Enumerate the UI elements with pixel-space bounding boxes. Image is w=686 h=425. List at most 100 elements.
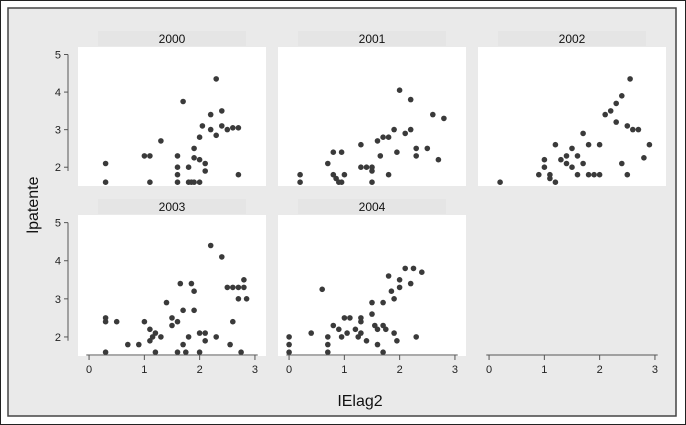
scatter-point <box>497 179 503 185</box>
scatter-point <box>352 326 359 333</box>
x-tick-label: 2 <box>197 364 203 376</box>
scatter-point <box>377 153 384 159</box>
scatter-point <box>580 130 586 137</box>
scatter-point <box>147 153 153 159</box>
scatter-point <box>336 326 342 333</box>
scatter-point <box>191 307 197 314</box>
scatter-point <box>196 330 203 336</box>
scatter-point <box>219 108 225 114</box>
scatter-point <box>619 93 625 99</box>
scatter-point <box>374 138 381 144</box>
scatter-point <box>396 87 403 93</box>
scatter-point <box>102 349 109 356</box>
scatter-point <box>174 318 181 325</box>
scatter-point <box>308 330 315 336</box>
facet-panel-2001: 2001 <box>278 31 466 186</box>
scatter-point <box>596 171 603 178</box>
scatter-point <box>286 334 292 340</box>
scatter-point <box>627 76 633 82</box>
scatter-point <box>585 171 592 178</box>
scatter-point <box>136 341 142 348</box>
scatter-point <box>358 318 364 325</box>
facet-strip-label: 2001 <box>359 32 386 46</box>
scatter-point <box>413 153 420 159</box>
scatter-point <box>147 326 153 333</box>
scatter-point <box>391 330 397 336</box>
scatter-point <box>407 96 414 103</box>
scatter-point <box>207 126 214 133</box>
facet-strip <box>298 31 446 46</box>
scatter-point <box>191 145 197 152</box>
scatter-point <box>558 156 564 163</box>
scatter-point <box>141 153 148 159</box>
scatter-point <box>402 130 409 137</box>
scatter-point <box>358 141 364 148</box>
scatter-point <box>238 349 244 356</box>
x-tick-label: 3 <box>252 364 258 376</box>
scatter-point <box>383 326 389 333</box>
scatter-point <box>410 265 417 272</box>
scatter-point <box>391 126 397 133</box>
facet-strip <box>98 199 246 214</box>
scatter-point <box>224 284 231 291</box>
scatter-point <box>183 349 189 356</box>
scatter-point <box>196 179 203 185</box>
scatter-point <box>341 315 348 321</box>
scatter-point <box>185 334 192 340</box>
scatter-point <box>413 145 420 152</box>
scatter-point <box>174 349 181 356</box>
y-tick-label: 3 <box>55 125 61 137</box>
scatter-point <box>219 123 225 129</box>
scatter-point <box>380 349 386 356</box>
scatter-point <box>185 164 192 170</box>
x-tick-label: 0 <box>286 364 292 376</box>
scatter-point <box>407 280 414 287</box>
scatter-point <box>407 126 414 133</box>
scatter-point <box>369 311 375 317</box>
scatter-point <box>607 108 614 114</box>
scatter-point <box>435 156 442 163</box>
scatter-point <box>188 280 195 287</box>
axes-layer: 2 3 4 5 2 3 4 5 0 1 2 3 0 1 2 3 0 1 2 3 <box>55 50 658 376</box>
scatter-point <box>413 334 420 340</box>
scatter-point <box>174 164 181 170</box>
scatter-point <box>569 164 575 170</box>
scatter-point <box>369 299 375 306</box>
scatter-point <box>338 149 345 155</box>
facet-strip-label: 2002 <box>559 32 586 46</box>
scatter-point <box>191 179 197 185</box>
scatter-point <box>325 341 331 348</box>
facet-panel-2002: 2002 <box>478 31 666 186</box>
scatter-point <box>180 307 186 314</box>
scatter-point <box>385 171 392 178</box>
y-tick-label: 5 <box>55 50 61 62</box>
scatter-point <box>235 296 242 302</box>
scatter-point <box>152 349 159 356</box>
facet-panels: 2000 2001 2002 2003 2004 <box>78 31 666 356</box>
facet-panel-2000: 2000 <box>78 31 266 186</box>
facet-strip-label: 2000 <box>159 32 186 46</box>
scatter-point <box>286 341 292 348</box>
facet-panel-2003: 2003 <box>78 199 266 356</box>
scatter-point <box>552 179 559 185</box>
scatter-point <box>235 284 242 291</box>
scatter-point <box>624 123 631 129</box>
scatter-point <box>102 160 109 167</box>
x-axis-title: IElag2 <box>337 393 382 410</box>
scatter-point <box>196 156 203 163</box>
scatter-point <box>180 98 186 105</box>
scatter-point <box>585 141 592 148</box>
scatter-point <box>369 179 375 185</box>
x-tick-label: 3 <box>652 364 658 376</box>
scatter-point <box>552 141 559 148</box>
scatter-point <box>141 318 148 325</box>
scatter-point <box>325 349 331 356</box>
scatter-point <box>230 284 236 291</box>
x-tick-label: 0 <box>86 364 92 376</box>
scatter-point <box>213 76 219 82</box>
scatter-point <box>202 168 208 174</box>
scatter-point <box>213 132 219 139</box>
scatter-point <box>180 341 186 348</box>
scatter-point <box>344 330 350 336</box>
